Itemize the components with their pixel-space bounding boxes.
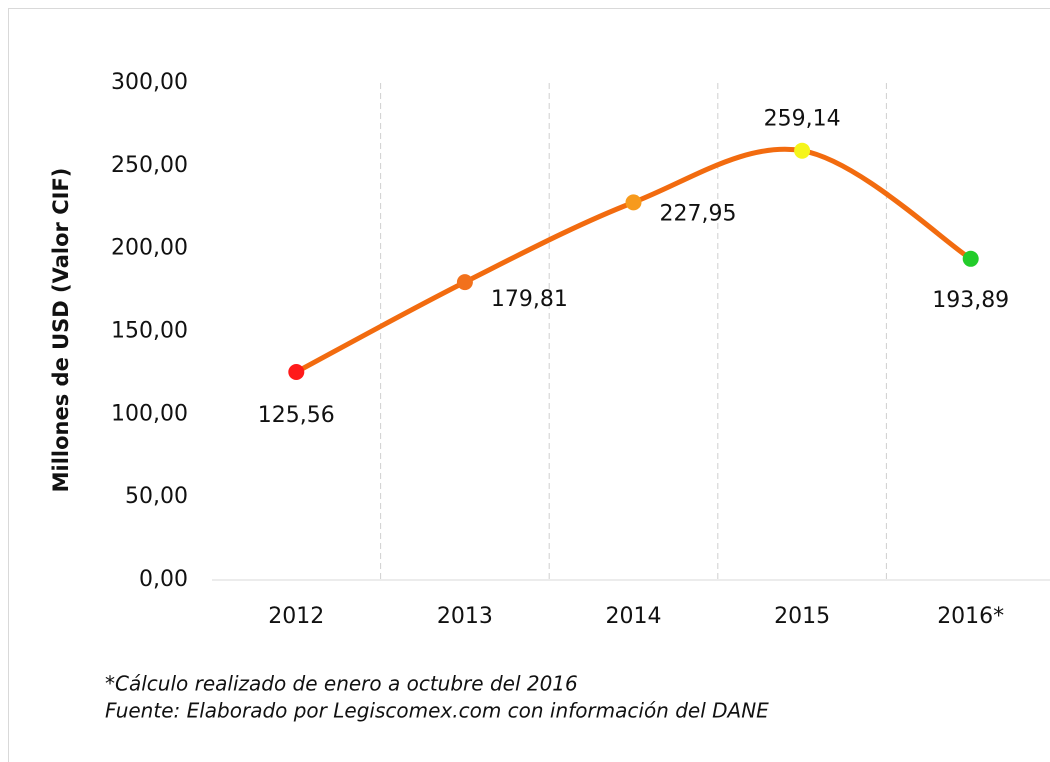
y-tick-label: 150,00 [111, 319, 188, 344]
chart-border [8, 8, 1050, 762]
y-axis-label: Millones de USD (Valor CIF) [49, 168, 73, 493]
y-tick-label: 100,00 [111, 401, 188, 426]
marker [456, 274, 473, 291]
marker [794, 142, 811, 159]
value-label: 125,56 [258, 403, 335, 428]
x-tick-label: 2012 [268, 604, 324, 629]
value-label: 227,95 [660, 201, 737, 226]
value-label: 179,81 [491, 287, 568, 312]
y-tick-label: 50,00 [125, 484, 188, 509]
value-label: 193,89 [932, 288, 1009, 313]
line [293, 146, 974, 375]
footnote: *Cálculo realizado de enero a octubre de… [105, 672, 578, 696]
x-tick-label: 2014 [606, 604, 662, 629]
y-tick-label: 0,00 [139, 567, 188, 592]
value-label: 259,14 [764, 107, 841, 132]
marker [962, 250, 979, 267]
y-tick-label: 250,00 [111, 153, 188, 178]
marker [625, 194, 642, 211]
x-tick-label: 2015 [774, 604, 830, 629]
x-tick-label: 2016* [937, 604, 1004, 629]
y-tick-label: 200,00 [111, 236, 188, 261]
marker [288, 363, 305, 380]
y-tick-label: 300,00 [111, 70, 188, 95]
x-tick-label: 2013 [437, 604, 493, 629]
footnote: Fuente: Elaborado por Legiscomex.com con… [105, 699, 769, 723]
